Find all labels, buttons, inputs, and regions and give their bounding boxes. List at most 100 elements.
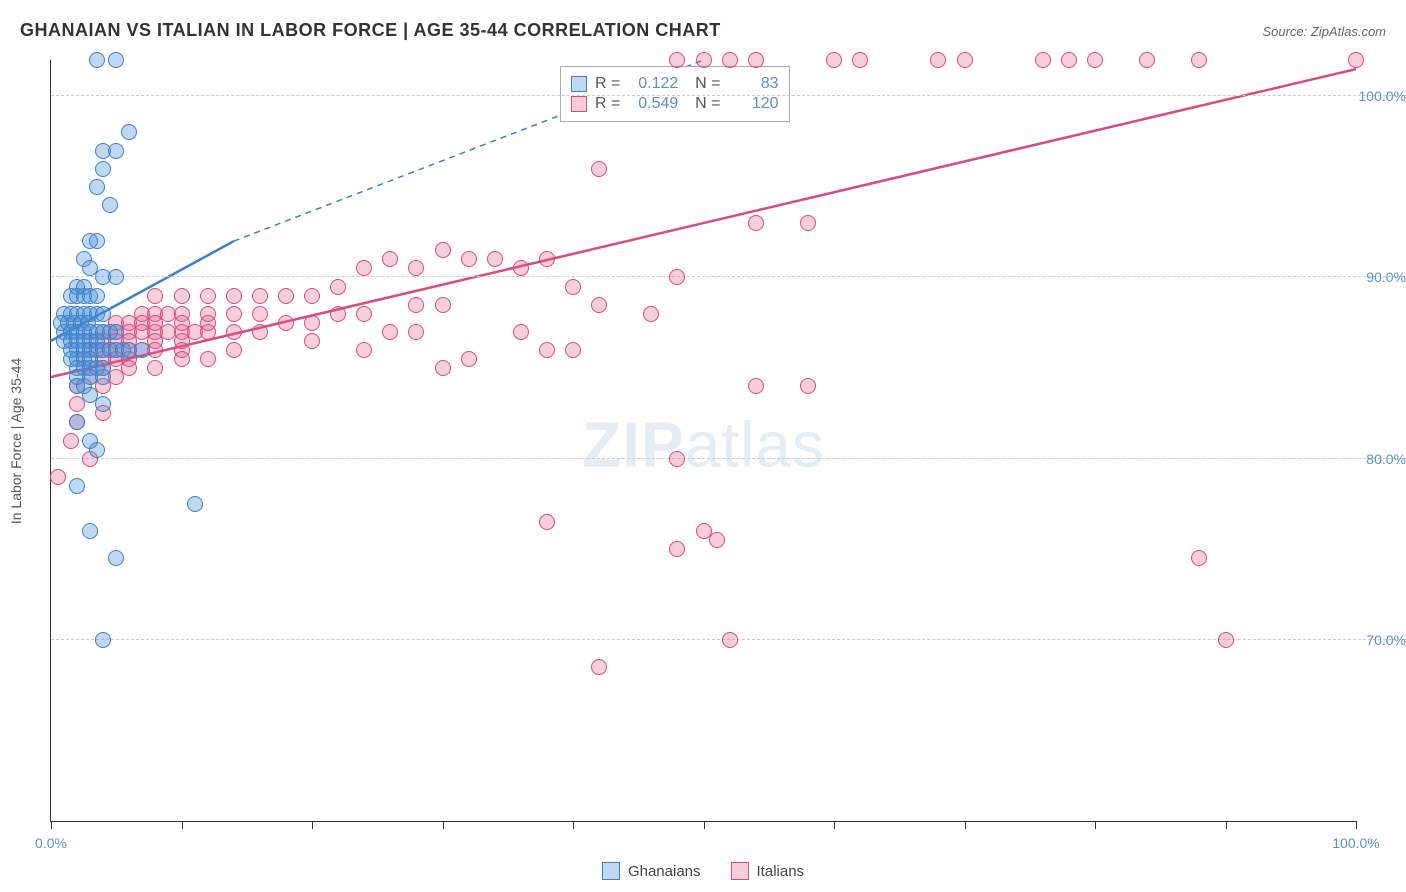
scatter-point <box>591 161 607 177</box>
scatter-point <box>108 269 124 285</box>
scatter-point <box>382 251 398 267</box>
scatter-point <box>539 342 555 358</box>
scatter-point <box>643 306 659 322</box>
scatter-point <box>95 161 111 177</box>
stats-n-value: 120 <box>729 95 779 113</box>
scatter-point <box>304 333 320 349</box>
scatter-point <box>930 52 946 68</box>
scatter-point <box>1061 52 1077 68</box>
scatter-point <box>102 197 118 213</box>
plot-area: ZIPatlas In Labor Force | Age 35-44 R = … <box>50 60 1356 822</box>
scatter-point <box>226 342 242 358</box>
scatter-point <box>1087 52 1103 68</box>
watermark: ZIPatlas <box>582 407 825 481</box>
scatter-point <box>89 233 105 249</box>
y-tick-label: 100.0% <box>1351 88 1406 104</box>
scatter-point <box>121 124 137 140</box>
scatter-point <box>147 360 163 376</box>
scatter-point <box>487 251 503 267</box>
x-tick <box>1226 821 1227 829</box>
scatter-point <box>539 251 555 267</box>
scatter-point <box>82 523 98 539</box>
scatter-point <box>800 215 816 231</box>
gridline <box>51 458 1406 459</box>
scatter-point <box>748 52 764 68</box>
scatter-point <box>278 288 294 304</box>
scatter-point <box>108 550 124 566</box>
scatter-point <box>174 351 190 367</box>
scatter-point <box>330 306 346 322</box>
scatter-point <box>147 288 163 304</box>
scatter-point <box>539 514 555 530</box>
x-tick <box>1095 821 1096 829</box>
scatter-point <box>957 52 973 68</box>
scatter-point <box>408 297 424 313</box>
scatter-point <box>1348 52 1364 68</box>
scatter-point <box>95 632 111 648</box>
y-tick-label: 90.0% <box>1358 269 1406 285</box>
stats-n-label: N = <box>686 95 720 113</box>
scatter-point <box>252 324 268 340</box>
chart-title: GHANAIAN VS ITALIAN IN LABOR FORCE | AGE… <box>20 20 721 41</box>
scatter-point <box>669 541 685 557</box>
scatter-point <box>435 297 451 313</box>
scatter-point <box>95 369 111 385</box>
scatter-point <box>304 315 320 331</box>
gridline <box>51 95 1406 96</box>
scatter-point <box>356 342 372 358</box>
scatter-point <box>89 442 105 458</box>
legend-label: Italians <box>757 863 805 880</box>
x-tick <box>182 821 183 829</box>
scatter-point <box>89 52 105 68</box>
scatter-point <box>226 324 242 340</box>
scatter-point <box>108 52 124 68</box>
scatter-point <box>187 496 203 512</box>
scatter-point <box>669 52 685 68</box>
x-tick-label: 0.0% <box>35 835 67 851</box>
chart-source: Source: ZipAtlas.com <box>1262 24 1386 39</box>
scatter-point <box>435 242 451 258</box>
scatter-point <box>200 324 216 340</box>
x-tick <box>834 821 835 829</box>
scatter-point <box>108 324 124 340</box>
scatter-point <box>356 306 372 322</box>
legend-item: Italians <box>731 862 805 880</box>
scatter-point <box>591 659 607 675</box>
scatter-point <box>278 315 294 331</box>
correlation-stats-box: R = 0.122 N = 83 R = 0.549 N = 120 <box>560 66 790 122</box>
scatter-point <box>330 279 346 295</box>
scatter-point <box>356 260 372 276</box>
scatter-point <box>826 52 842 68</box>
scatter-point <box>252 288 268 304</box>
scatter-point <box>226 288 242 304</box>
scatter-point <box>200 288 216 304</box>
scatter-point <box>669 451 685 467</box>
scatter-point <box>696 52 712 68</box>
x-tick <box>1356 821 1357 829</box>
gridline <box>51 276 1406 277</box>
chart-legend: GhanaiansItalians <box>602 862 804 880</box>
stats-r-label: R = <box>595 95 620 113</box>
x-tick <box>965 821 966 829</box>
scatter-point <box>591 297 607 313</box>
scatter-point <box>134 342 150 358</box>
title-bar: GHANAIAN VS ITALIAN IN LABOR FORCE | AGE… <box>20 20 1386 41</box>
y-axis-label: In Labor Force | Age 35-44 <box>8 357 24 523</box>
x-tick <box>443 821 444 829</box>
scatter-point <box>461 251 477 267</box>
scatter-point <box>382 324 398 340</box>
y-tick-label: 70.0% <box>1358 632 1406 648</box>
scatter-point <box>69 414 85 430</box>
x-tick-label: 100.0% <box>1332 835 1379 851</box>
scatter-point <box>709 532 725 548</box>
scatter-point <box>461 351 477 367</box>
stats-row: R = 0.549 N = 120 <box>571 95 779 113</box>
chart-container: GHANAIAN VS ITALIAN IN LABOR FORCE | AGE… <box>0 0 1406 892</box>
scatter-point <box>226 306 242 322</box>
scatter-point <box>1218 632 1234 648</box>
scatter-point <box>513 324 529 340</box>
scatter-point <box>565 279 581 295</box>
stats-swatch <box>571 96 587 112</box>
scatter-point <box>565 342 581 358</box>
stats-n-value: 83 <box>729 75 779 93</box>
